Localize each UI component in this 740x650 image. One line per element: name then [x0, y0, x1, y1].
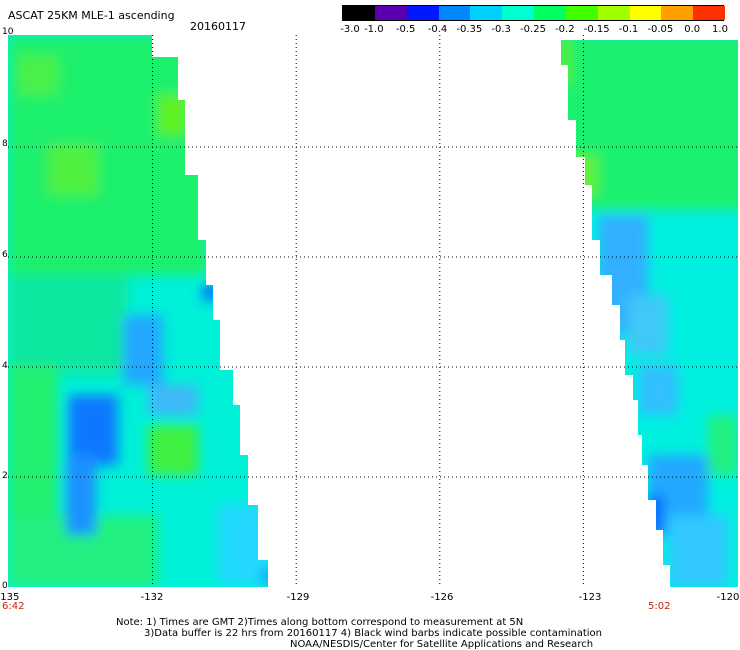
x-tick-label: -132: [140, 592, 164, 603]
color-scale-segment: [597, 6, 630, 20]
left-swath: [8, 35, 268, 587]
color-scale-label: -0.2: [555, 24, 575, 35]
y-tick-label: 8: [2, 139, 8, 149]
color-scale-label: -1.0: [364, 24, 384, 35]
right-swath: [556, 40, 738, 587]
left-swath-time: 6:42: [2, 601, 25, 612]
x-tick-label: -120: [716, 592, 740, 603]
color-scale-label: -0.3: [491, 24, 511, 35]
x-tick-label: -126: [430, 592, 454, 603]
color-scale-segment: [470, 6, 503, 20]
color-scale-label: -0.15: [583, 24, 610, 35]
color-scale-segment: [374, 6, 408, 20]
color-scale-label: -0.35: [456, 24, 483, 35]
y-tick-label: 10: [2, 27, 14, 37]
color-scale-label: 1.0: [712, 24, 728, 35]
y-tick-label: 6: [2, 250, 8, 260]
note-line-2: 3)Data buffer is 22 hrs from 20160117 4)…: [144, 628, 602, 639]
color-scale-segment: [534, 6, 567, 20]
map-title: ASCAT 25KM MLE-1 ascending: [8, 9, 175, 22]
color-scale-segment: [343, 6, 376, 20]
right-swath-time: 5:02: [648, 601, 671, 612]
color-scale-segment: [565, 6, 599, 20]
y-tick-label: 4: [2, 361, 8, 371]
note-line-3: NOAA/NESDIS/Center for Satellite Applica…: [290, 639, 594, 650]
color-scale-segment: [661, 6, 694, 20]
y-tick-label: 2: [2, 471, 8, 481]
color-scale-segment: [438, 6, 471, 20]
note-line-1: Note: 1) Times are GMT 2)Times along bot…: [116, 617, 524, 628]
color-scale-segment: [406, 6, 439, 20]
lat-lon-grid: [8, 35, 738, 587]
color-scale-label: -0.5: [395, 24, 416, 35]
color-scale-labels: -3.0 -1.0 -0.5 -0.4 -0.35 -0.3 -0.25 -0.2 -0.15-…: [0, 24, 740, 38]
color-scale-label: -0.05: [647, 24, 674, 35]
x-tick-label: -123: [578, 592, 602, 603]
color-scale-segment: [629, 6, 662, 20]
color-scale-label: 0.0: [684, 24, 701, 35]
color-scale-label: -0.4: [427, 24, 448, 35]
y-tick-label: 0: [2, 581, 8, 591]
color-scale-label: -3.0: [340, 24, 360, 35]
color-scale-label: -0.1: [618, 24, 639, 35]
color-scale-segment: [502, 6, 535, 20]
scatterometer-map: [8, 35, 738, 587]
x-tick-label: -135: [0, 592, 20, 603]
color-scale-label: -0.25: [520, 24, 546, 35]
color-scale-segment: [693, 6, 726, 20]
map-date: 20160117: [190, 20, 246, 33]
color-scale-bar: [342, 5, 726, 21]
x-tick-label: -129: [286, 592, 310, 603]
